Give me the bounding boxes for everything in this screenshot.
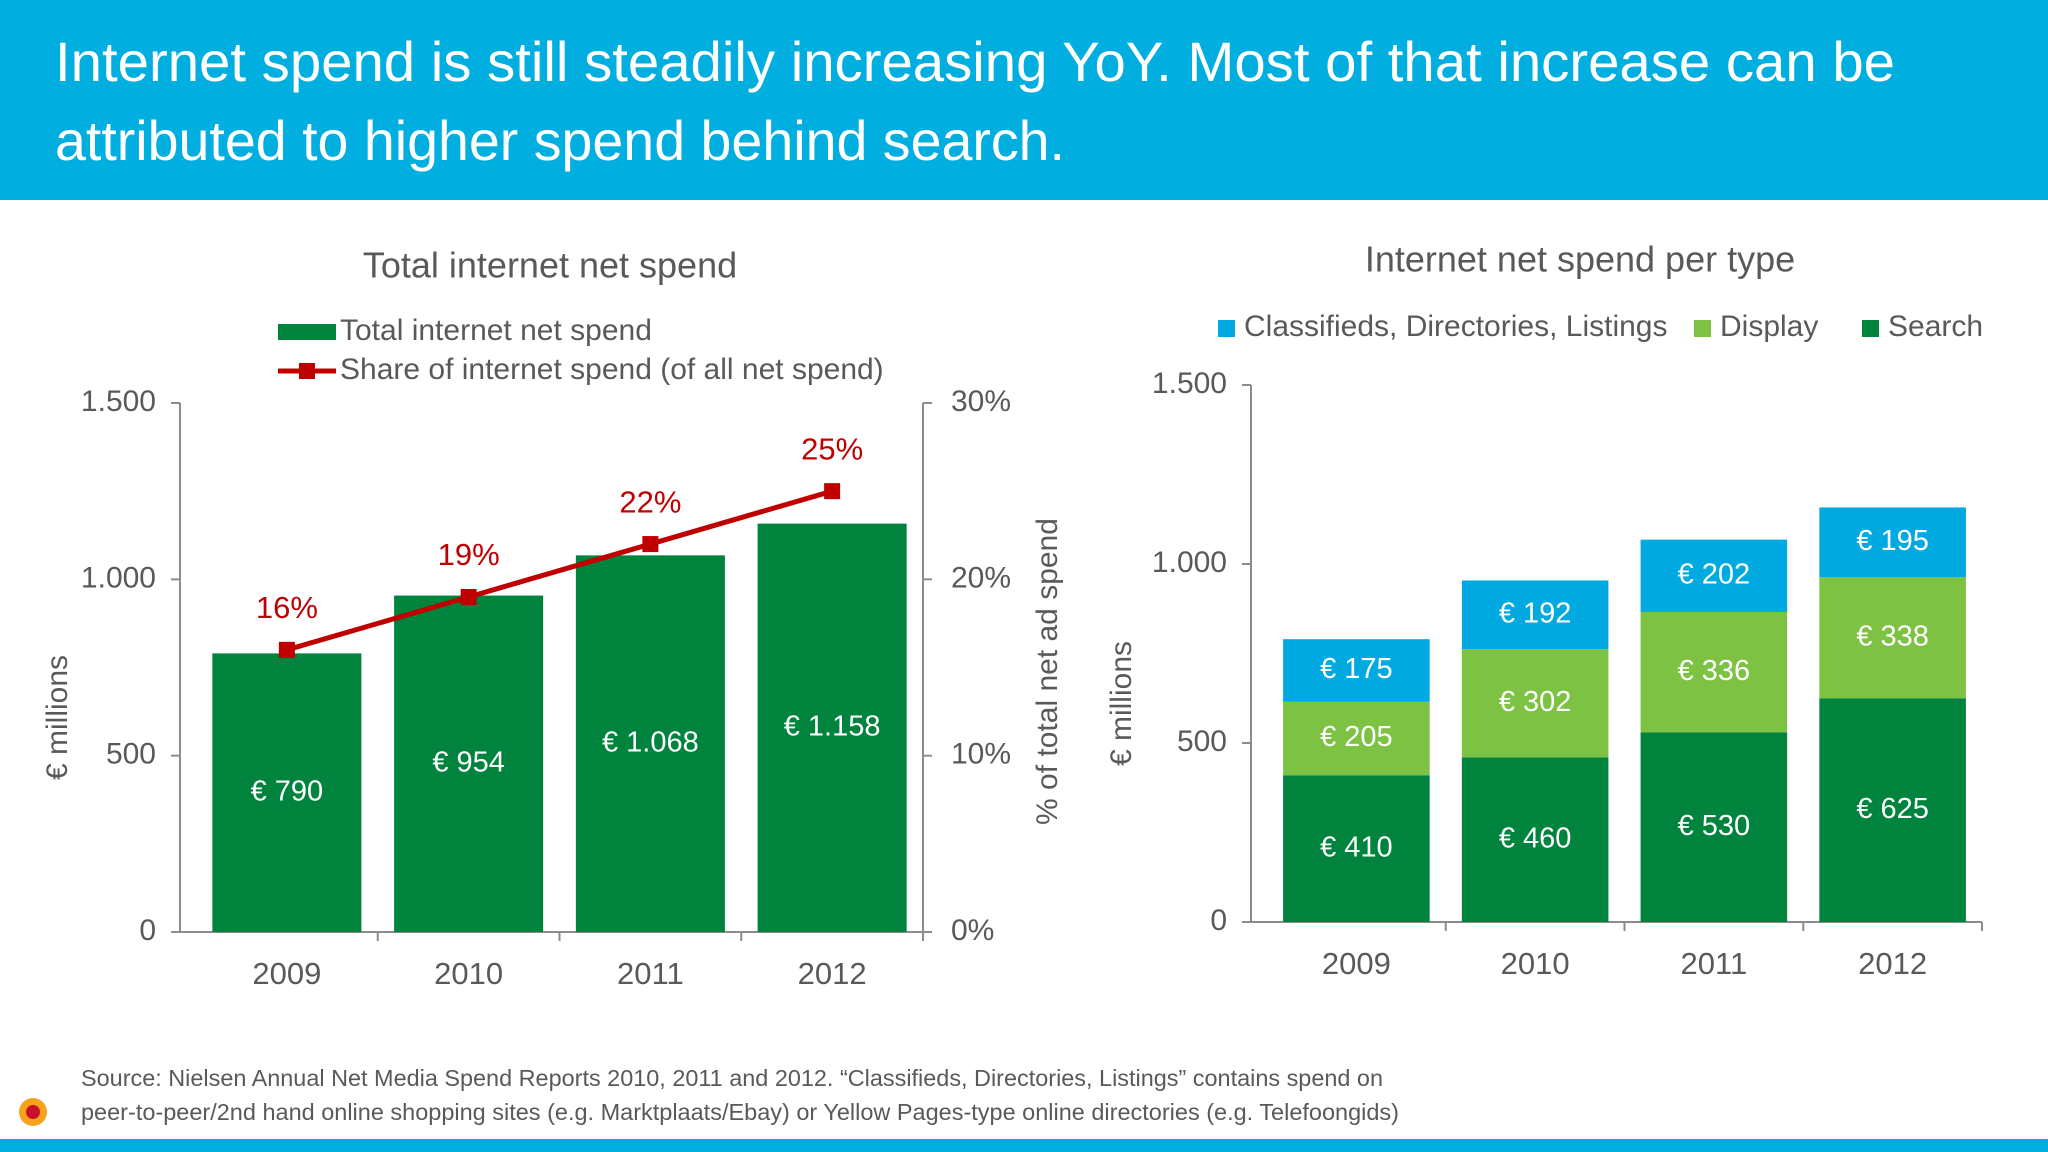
y-axis-label: € millions [41, 655, 74, 780]
bar-value-label: € 625 [1856, 793, 1929, 825]
legend-swatch [299, 363, 315, 379]
bar [1283, 775, 1430, 922]
line-marker [642, 536, 659, 553]
y-tick-label: 1.000 [81, 561, 156, 594]
bar-value-label: € 410 [1320, 831, 1393, 863]
line-marker [460, 588, 477, 605]
line-marker [824, 483, 841, 500]
chart-title: Internet net spend per type [1365, 239, 1795, 280]
line-value-label: 16% [256, 590, 318, 625]
y-tick-label: 0 [139, 914, 156, 947]
logo [26, 1105, 40, 1119]
legend-label: Share of internet spend (of all net spen… [340, 353, 884, 386]
footer-band [0, 1139, 2048, 1152]
bar [1640, 732, 1788, 922]
legend-swatch [1862, 320, 1879, 337]
header-title: Internet spend is still steadily increas… [55, 30, 1895, 93]
bar [757, 523, 907, 932]
bar-value-label: € 202 [1678, 558, 1751, 590]
bar-value-label: € 1.068 [602, 726, 699, 758]
bar [1461, 649, 1609, 758]
y-tick-label: 500 [1177, 725, 1227, 758]
legend-swatch [1694, 320, 1711, 337]
legend-swatch [278, 324, 336, 340]
bar [575, 555, 725, 932]
line-value-label: 22% [619, 484, 681, 519]
y-tick-label: 500 [106, 738, 156, 771]
line [286, 488, 833, 653]
y2-tick-label: 0% [951, 914, 994, 947]
source-note: Source: Nielsen Annual Net Media Spend R… [81, 1065, 1383, 1091]
bar-value-label: € 338 [1856, 620, 1929, 652]
y-tick-label: 0 [1210, 904, 1227, 937]
line-value-label: 19% [438, 537, 500, 572]
bar-value-label: € 336 [1678, 655, 1751, 687]
y-tick-label: 1.500 [1152, 367, 1227, 400]
y2-axis-label: % of total net ad spend [1031, 518, 1064, 825]
bar-value-label: € 530 [1678, 810, 1751, 842]
chart-title: Total internet net spend [363, 245, 737, 286]
bar [1640, 539, 1788, 612]
bar-value-label: € 302 [1499, 686, 1572, 718]
bar-value-label: € 460 [1499, 822, 1572, 854]
bar [1819, 577, 1966, 699]
x-tick-label: 2010 [434, 956, 503, 991]
y-axis-label: € millions [1105, 641, 1138, 766]
x-tick-label: 2011 [617, 956, 684, 991]
bar [1461, 580, 1609, 650]
bar-value-label: € 192 [1499, 597, 1572, 629]
bar [1640, 611, 1788, 733]
source-note: peer-to-peer/2nd hand online shopping si… [81, 1099, 1399, 1125]
bar [394, 595, 544, 932]
line-value-label: 25% [801, 431, 863, 466]
bar [1461, 757, 1609, 922]
x-tick-label: 2012 [798, 956, 867, 991]
line-marker [278, 641, 295, 658]
bar [1819, 507, 1966, 578]
y2-tick-label: 30% [951, 385, 1011, 418]
bar [1283, 701, 1430, 776]
bar [212, 653, 362, 932]
bar [1819, 698, 1966, 922]
x-tick-label: 2009 [252, 956, 321, 991]
bar-value-label: € 175 [1320, 653, 1393, 685]
x-tick-label: 2010 [1501, 946, 1570, 981]
legend-swatch [1218, 320, 1235, 337]
y-tick-label: 1.500 [81, 385, 156, 418]
y2-tick-label: 20% [951, 561, 1011, 594]
legend-label: Classifieds, Directories, Listings [1244, 310, 1667, 343]
bar-value-label: € 1.158 [784, 710, 881, 742]
header-band [0, 0, 2048, 200]
bar-value-label: € 205 [1320, 721, 1393, 753]
legend-label: Search [1888, 310, 1983, 343]
x-tick-label: 2009 [1322, 946, 1391, 981]
legend-label: Display [1720, 310, 1818, 343]
header-title: attributed to higher spend behind search… [55, 109, 1065, 172]
x-tick-label: 2012 [1858, 946, 1927, 981]
bar-value-label: € 954 [432, 746, 505, 778]
y-tick-label: 1.000 [1152, 546, 1227, 579]
y2-tick-label: 10% [951, 738, 1011, 771]
bar-value-label: € 195 [1856, 525, 1929, 557]
x-tick-label: 2011 [1681, 946, 1748, 981]
bar [1283, 639, 1430, 702]
bar-value-label: € 790 [251, 775, 324, 807]
legend-label: Total internet net spend [340, 314, 652, 347]
